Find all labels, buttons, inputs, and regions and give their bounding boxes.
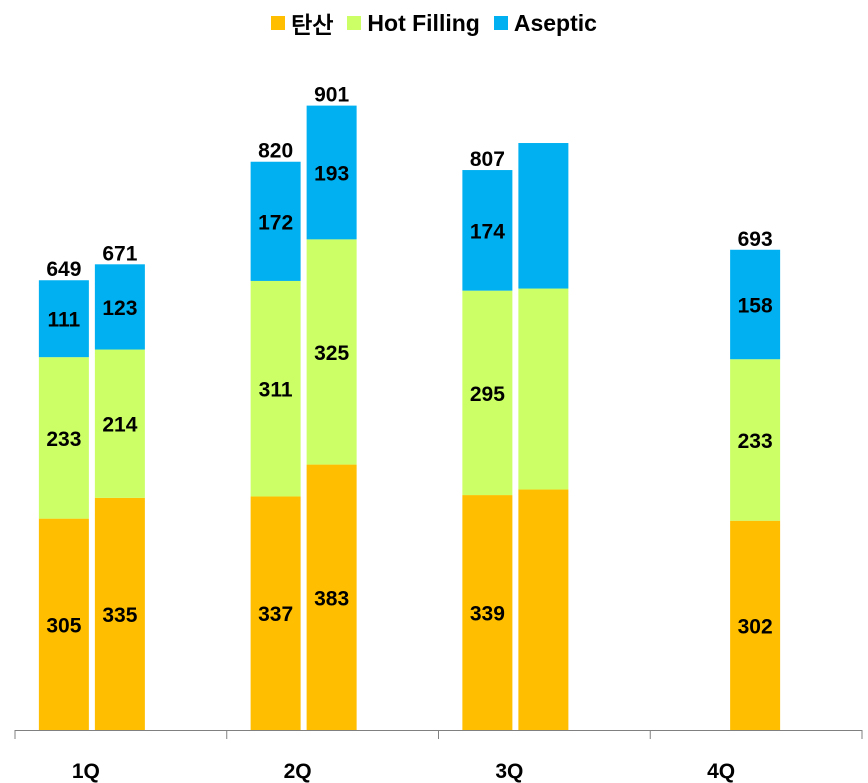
total-label: 671 [102, 242, 137, 265]
bar-segment-carbonated [462, 495, 513, 730]
data-label: 383 [314, 587, 349, 610]
data-label: 302 [738, 615, 773, 638]
data-label: 172 [258, 211, 293, 234]
data-label: 339 [470, 603, 505, 626]
legend-swatch-aseptic [493, 16, 508, 30]
total-label: 901 [314, 84, 349, 107]
legend-label-aseptic: Aseptic [513, 9, 597, 36]
data-label: 158 [738, 294, 773, 317]
data-label: 233 [46, 428, 81, 451]
data-label: 193 [314, 162, 349, 185]
bar-segment-aseptic [462, 170, 513, 291]
bar-segment-aseptic [730, 249, 781, 360]
bar-segment-carbonated [94, 497, 145, 730]
legend-item-carbonated: 탄산 [271, 6, 333, 40]
legend-label-hot-filling: Hot Filling [367, 9, 480, 36]
bar-segment-hot-filling [38, 357, 89, 519]
data-label: 305 [46, 614, 81, 637]
data-label: 337 [258, 603, 293, 626]
bar-segment-aseptic [38, 280, 89, 358]
x-tick-label: 3Q [495, 760, 523, 783]
bar-segment-hot-filling [730, 359, 781, 521]
bar-segment-hot-filling [250, 280, 301, 497]
bar-segment-aseptic [518, 143, 569, 289]
bar-segment-hot-filling [306, 239, 357, 465]
x-tick-label: 2Q [284, 760, 312, 783]
total-label: 649 [46, 258, 81, 281]
data-label: 123 [102, 297, 137, 320]
data-label: 111 [48, 309, 81, 332]
data-label: 325 [314, 342, 349, 365]
bar-segment-aseptic [306, 105, 357, 240]
total-label: 807 [470, 148, 505, 171]
legend-item-hot-filling: Hot Filling [347, 9, 480, 37]
data-label: 311 [259, 379, 293, 402]
data-label: 214 [102, 414, 137, 437]
data-label: 233 [738, 430, 773, 453]
legend: 탄산 Hot Filling Aseptic [0, 6, 868, 40]
data-label: 174 [470, 220, 505, 243]
legend-label-carbonated: 탄산 [291, 12, 334, 38]
bar-segment-hot-filling [94, 349, 145, 498]
legend-swatch-carbonated [271, 16, 286, 30]
bar-segment-carbonated [730, 520, 781, 730]
x-tick-label: 1Q [72, 760, 100, 783]
total-label: 820 [258, 140, 293, 163]
bar-segment-carbonated [306, 464, 357, 730]
bar-segment-aseptic [250, 161, 301, 281]
legend-item-aseptic: Aseptic [493, 9, 597, 37]
x-tick-label: 4Q [707, 760, 735, 783]
bar-segment-carbonated [250, 496, 301, 730]
data-label: 335 [102, 604, 137, 627]
bar-segment-carbonated [518, 489, 569, 730]
bar-segment-carbonated [38, 518, 89, 730]
total-label: 693 [738, 228, 773, 251]
legend-swatch-hot-filling [347, 16, 362, 30]
bar-segment-aseptic [94, 264, 145, 350]
bar-segment-hot-filling [462, 290, 513, 496]
data-label: 295 [470, 383, 505, 406]
bar-segment-hot-filling [518, 288, 569, 490]
